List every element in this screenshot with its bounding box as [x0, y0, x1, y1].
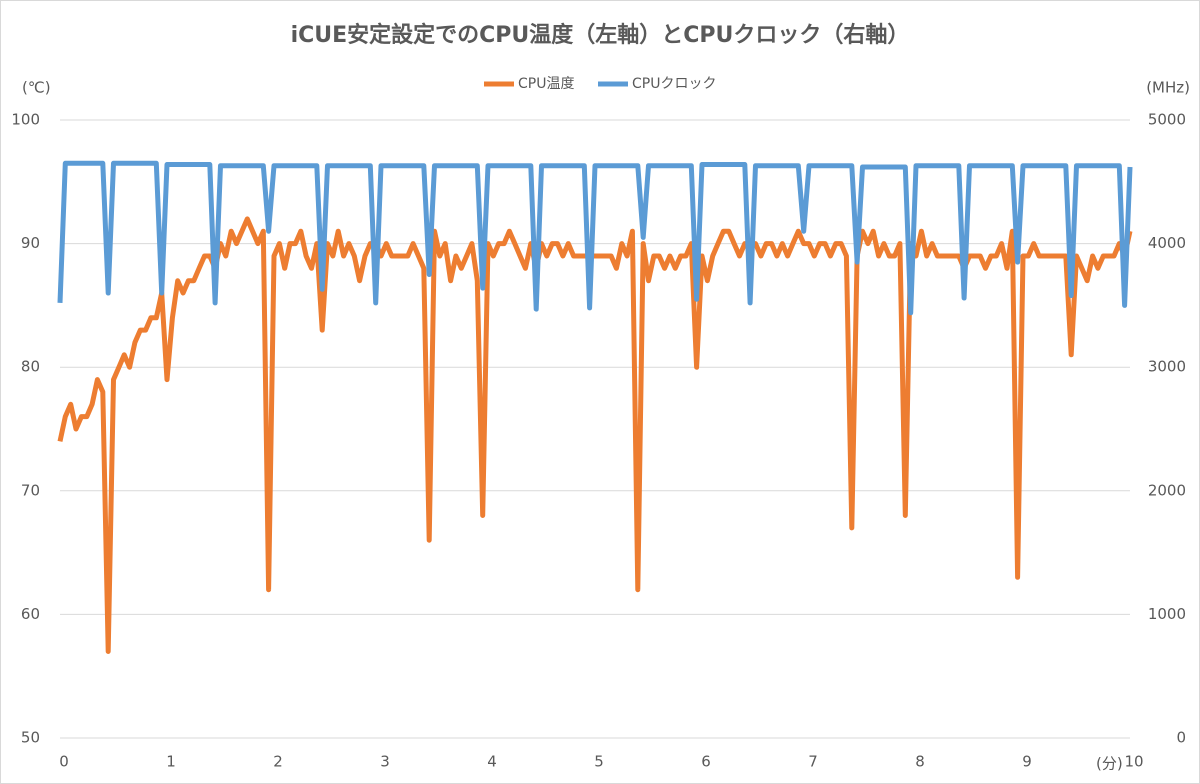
y2-tick-label: 2000 [1148, 481, 1186, 499]
y-tick-label: 80 [21, 358, 40, 376]
y2-tick-label: 4000 [1148, 234, 1186, 252]
x-axis-label: (分) [1096, 755, 1123, 773]
y-tick-label: 50 [21, 729, 40, 747]
x-tick-label: 8 [915, 753, 925, 771]
y-tick-label: 70 [21, 481, 40, 499]
legend-label: CPUクロック [632, 76, 716, 92]
x-tick-label: 6 [701, 753, 711, 771]
x-tick-label: 3 [380, 753, 390, 771]
x-tick-label: 7 [808, 753, 818, 771]
x-tick-label: 10 [1124, 753, 1143, 771]
y-tick-label: 100 [11, 111, 40, 129]
x-tick-label: 1 [166, 753, 176, 771]
x-tick-label: 9 [1022, 753, 1032, 771]
chart-title: iCUE安定設定でのCPU温度（左軸）とCPUクロック（右軸） [291, 22, 910, 48]
y-tick-label: 90 [21, 234, 40, 252]
x-tick-label: 2 [273, 753, 283, 771]
x-tick-label: 4 [487, 753, 497, 771]
series-line [57, 216, 1133, 654]
y2-tick-label: 5000 [1148, 111, 1186, 129]
y-tick-label: 60 [21, 605, 40, 623]
series-line [57, 160, 1133, 316]
x-tick-label: 0 [59, 753, 69, 771]
y2-tick-label: 0 [1176, 729, 1186, 747]
legend-label: CPU温度 [518, 76, 574, 92]
x-tick-label: 5 [594, 753, 604, 771]
y2-tick-label: 1000 [1148, 605, 1186, 623]
y-axis-label: (℃) [22, 79, 51, 97]
y2-tick-label: 3000 [1148, 358, 1186, 376]
y2-axis-label: (MHz) [1146, 79, 1190, 97]
